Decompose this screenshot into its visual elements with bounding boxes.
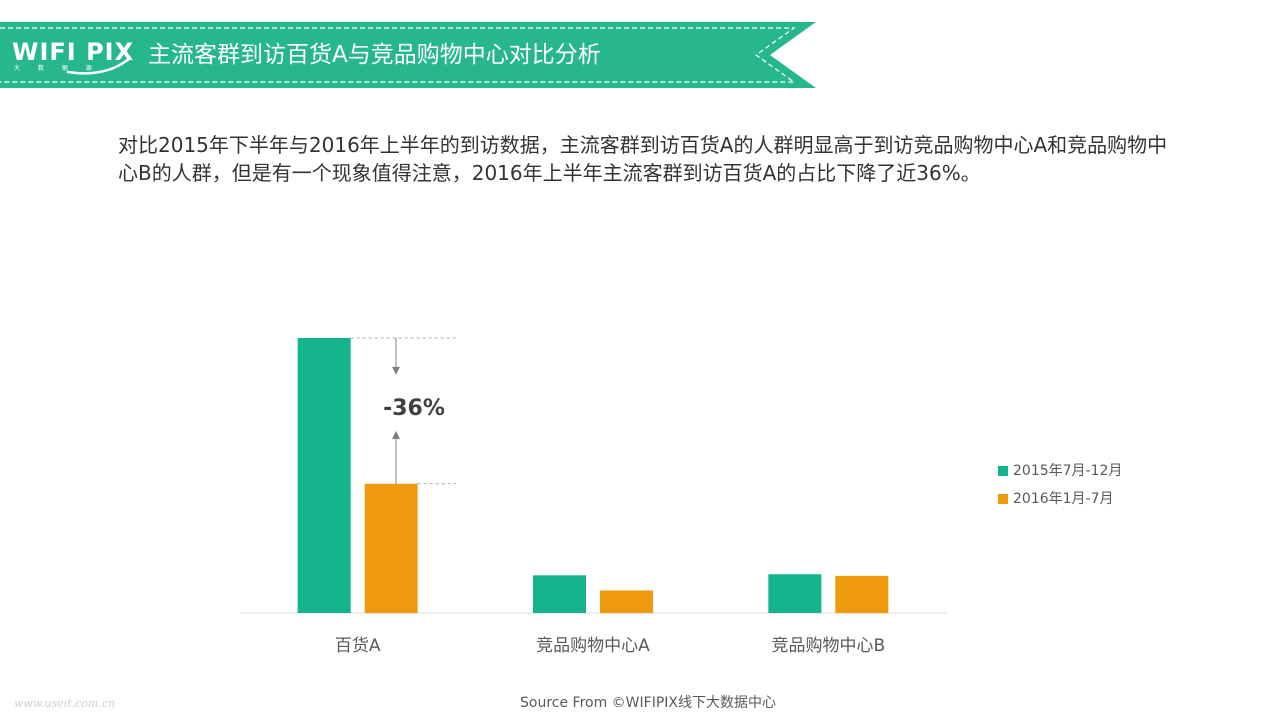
title-banner	[0, 22, 816, 88]
down-arrow-icon	[392, 366, 400, 375]
logo-tagline: 大 数 据 源	[14, 65, 100, 72]
x-tick-label: 百货A	[335, 636, 381, 656]
wifipix-logo: WIFI PIX 大 数 据 源	[12, 38, 134, 78]
change-annotation: -36%	[383, 396, 445, 421]
legend-label: 2015年7月-12月	[1013, 463, 1123, 479]
page-title: 主流客群到访百货A与竞品购物中心对比分析	[148, 42, 601, 68]
bar-1-1	[297, 338, 351, 613]
legend-swatch	[998, 466, 1008, 476]
x-tick-label: 竞品购物中心A	[536, 636, 650, 656]
bar-1-3	[768, 574, 822, 613]
bar-1-2	[533, 575, 586, 613]
logo-swoosh-icon	[66, 56, 132, 75]
intro-paragraph: 对比2015年下半年与2016年上半年的到访数据，主流客群到访百货A的人群明显高…	[118, 133, 1168, 185]
bar-2-3	[835, 575, 889, 613]
legend-label: 2016年1月-7月	[1013, 491, 1114, 507]
legend-item: 2016年1月-7月	[998, 488, 1122, 516]
source-note: Source From ©WIFIPIX线下大数据中心	[520, 695, 776, 711]
legend-swatch	[998, 494, 1008, 504]
banner-dashed-border	[0, 27, 796, 83]
chart-legend: 2015年7月-12月 2016年1月-7月	[998, 460, 1122, 516]
up-arrow-icon	[392, 430, 400, 439]
x-tick-label: 竞品购物中心B	[771, 636, 885, 656]
watermark: www.useit.com.cn	[14, 697, 116, 710]
logo-wordmark: WIFI PIX	[12, 38, 135, 66]
banner-ribbon	[0, 22, 816, 88]
bar-2-2	[600, 590, 653, 613]
legend-item: 2015年7月-12月	[998, 460, 1122, 488]
bar-2-1	[364, 483, 418, 613]
